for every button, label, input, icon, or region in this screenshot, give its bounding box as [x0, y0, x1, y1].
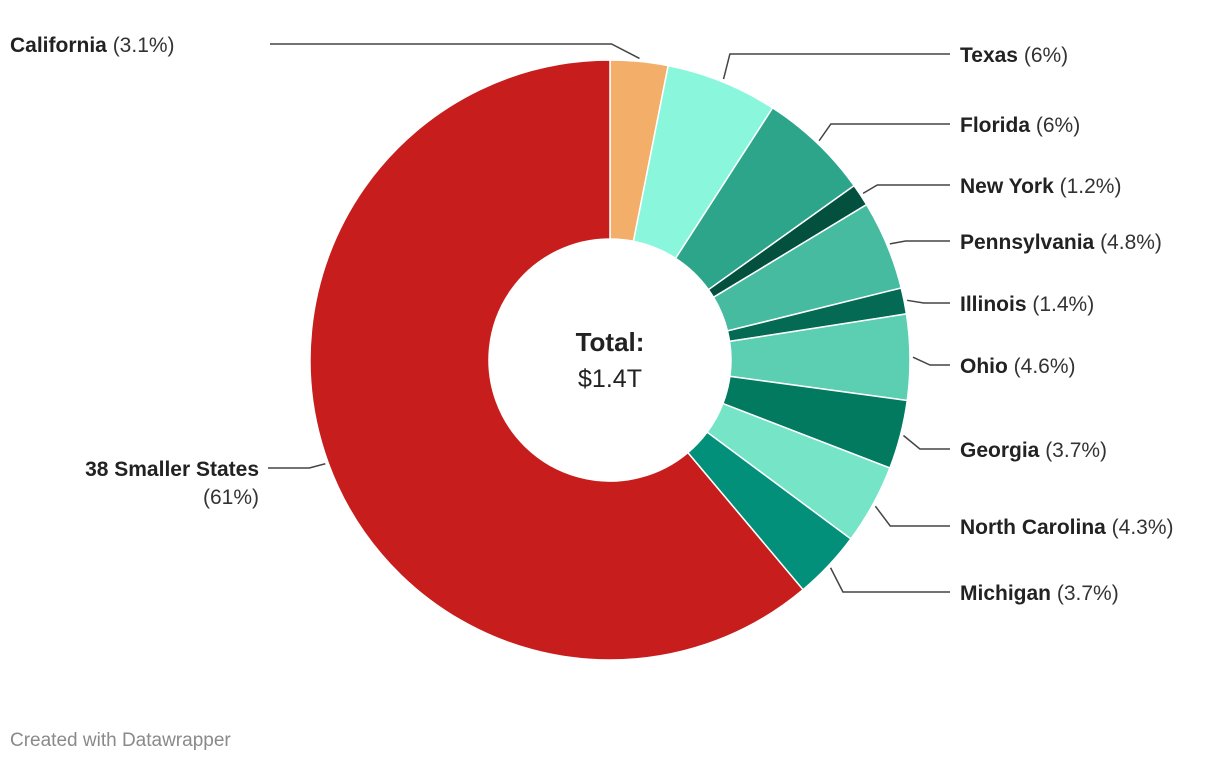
label-georgia: Georgia (3.7%) — [960, 439, 1107, 462]
label-pct-california: (3.1%) — [107, 34, 175, 57]
label-pct-texas: (6%) — [1018, 44, 1068, 67]
label-name-california: California — [10, 34, 107, 57]
leader-line-illinois — [906, 299, 950, 304]
label-name-pennsylvania: Pennsylvania — [960, 231, 1095, 254]
leader-line-texas — [722, 53, 950, 80]
label-name-new-york: New York — [960, 175, 1054, 198]
label-north-carolina: North Carolina (4.3%) — [960, 516, 1174, 539]
label-pct-38-smaller-states: (61%) — [203, 486, 259, 509]
leader-line-new-york — [862, 184, 950, 194]
label-name-georgia: Georgia — [960, 439, 1040, 462]
label-pct-florida: (6%) — [1030, 114, 1080, 137]
label-california: California (3.1%) — [10, 34, 175, 57]
leader-line-florida — [818, 123, 950, 142]
label-new-york: New York (1.2%) — [960, 175, 1121, 198]
center-title: Total: — [576, 327, 645, 357]
label-pennsylvania: Pennsylvania (4.8%) — [960, 231, 1162, 254]
label-38-smaller-states: 38 Smaller States — [85, 458, 259, 481]
label-pct-north-carolina: (4.3%) — [1106, 516, 1174, 539]
label-name-illinois: Illinois — [960, 293, 1027, 316]
label-name-north-carolina: North Carolina — [960, 516, 1106, 539]
leader-line-california — [270, 43, 640, 60]
footer-credit: Created with Datawrapper — [10, 730, 231, 751]
label-pct-ohio: (4.6%) — [1008, 355, 1076, 378]
label-ohio: Ohio (4.6%) — [960, 355, 1076, 378]
leader-line-north-carolina — [874, 505, 950, 527]
label-michigan: Michigan (3.7%) — [960, 582, 1119, 605]
label-florida: Florida (6%) — [960, 114, 1080, 137]
label-pct-michigan: (3.7%) — [1051, 582, 1119, 605]
label-pct-pennsylvania: (4.8%) — [1094, 231, 1162, 254]
leader-line-group — [268, 43, 950, 593]
label-pct-illinois: (1.4%) — [1027, 293, 1095, 316]
label-pct-georgia: (3.7%) — [1039, 439, 1107, 462]
label-name-ohio: Ohio — [960, 355, 1008, 378]
leader-line-ohio — [912, 356, 950, 366]
slice-group — [309, 59, 911, 661]
center-value: $1.4T — [578, 365, 642, 393]
leader-line-pennsylvania — [889, 240, 950, 245]
leader-line-michigan — [829, 567, 950, 593]
label-group: California (3.1%) Texas (6%)Florida (6%)N… — [10, 34, 1174, 605]
slice-38-smaller-states — [309, 59, 805, 661]
leader-line-georgia — [902, 434, 950, 450]
label-name-texas: Texas — [960, 44, 1018, 67]
label-name-michigan: Michigan — [960, 582, 1051, 605]
label-name-florida: Florida — [960, 114, 1030, 137]
label-pct-new-york: (1.2%) — [1054, 175, 1122, 198]
label-illinois: Illinois (1.4%) — [960, 293, 1094, 316]
leader-line-38-smaller-states — [268, 463, 326, 469]
label-texas: Texas (6%) — [960, 44, 1068, 67]
